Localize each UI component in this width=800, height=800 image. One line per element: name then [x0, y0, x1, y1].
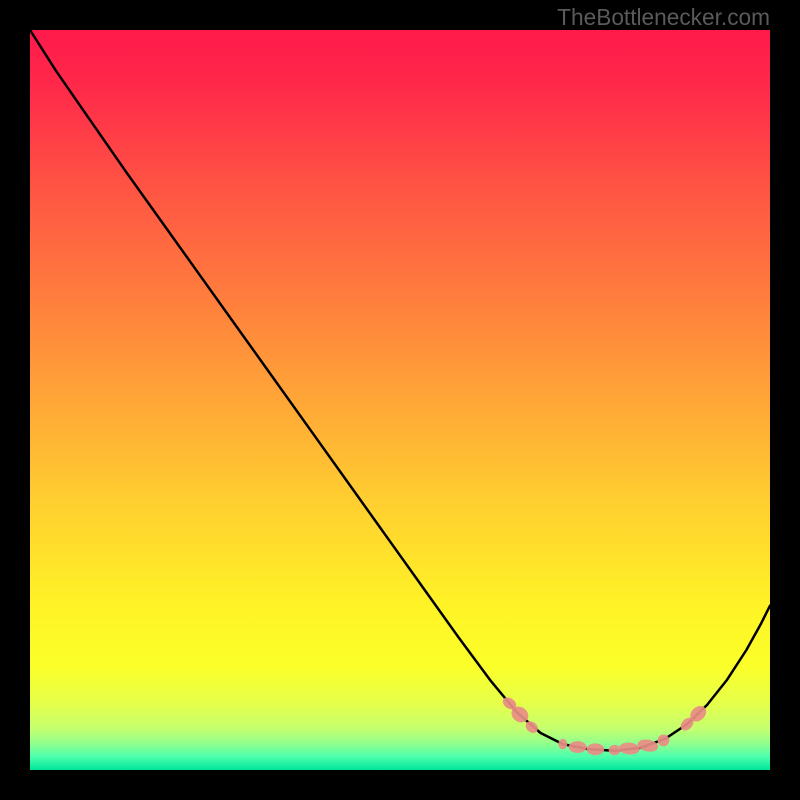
- watermark-text: TheBottlenecker.com: [557, 4, 770, 31]
- scatter-markers: [30, 30, 770, 770]
- marker-point: [658, 734, 670, 746]
- marker-point: [619, 742, 641, 756]
- marker-point: [609, 745, 621, 755]
- marker-point: [569, 741, 587, 753]
- plot-area: [30, 30, 770, 770]
- marker-point: [586, 743, 604, 755]
- marker-point: [523, 719, 540, 735]
- marker-point: [558, 739, 567, 749]
- marker-point: [637, 738, 659, 753]
- chart-frame: TheBottlenecker.com: [0, 0, 800, 800]
